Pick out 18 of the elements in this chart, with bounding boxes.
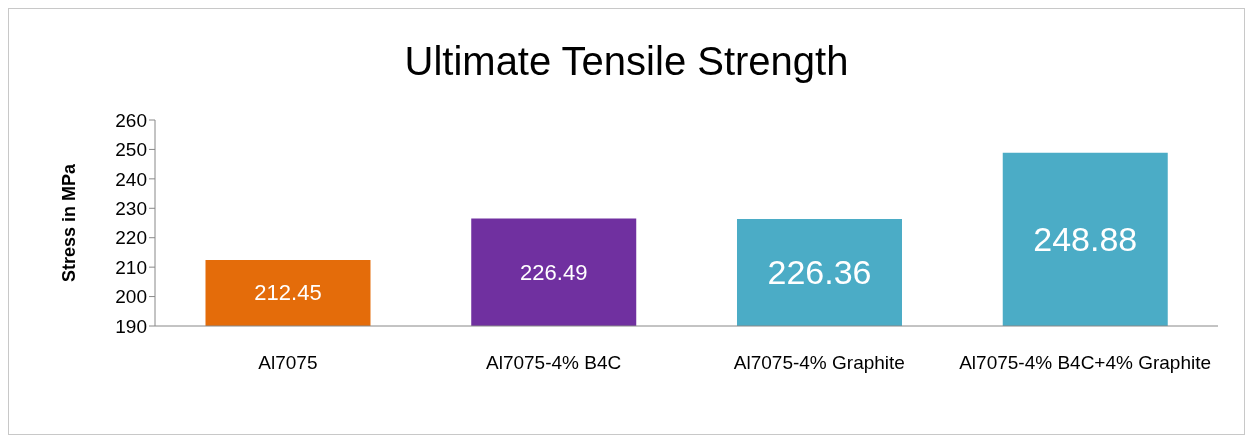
y-tick-label: 210 xyxy=(115,256,147,278)
x-tick-label: Al7075-4% Graphite xyxy=(733,352,905,374)
y-tick-label: 230 xyxy=(115,198,147,220)
y-tick-label: 240 xyxy=(115,168,147,190)
data-label: 212.45 xyxy=(254,280,322,306)
data-label: 226.36 xyxy=(767,253,872,292)
chart-title: Ultimate Tensile Strength xyxy=(403,39,850,84)
y-tick-label: 200 xyxy=(115,286,147,308)
y-tick-label: 220 xyxy=(115,227,147,249)
x-tick-label: Al7075-4% B4C xyxy=(486,352,622,374)
y-axis-title: Stress in MPa xyxy=(59,162,80,283)
y-tick-label: 190 xyxy=(115,315,147,337)
y-tick-label: 260 xyxy=(115,109,147,131)
x-tick-label: Al7075 xyxy=(258,352,318,374)
data-label: 226.49 xyxy=(520,259,588,285)
y-tick-label: 250 xyxy=(115,139,147,161)
x-tick-label: Al7075-4% B4C+4% Graphite xyxy=(959,352,1212,374)
data-label: 248.88 xyxy=(1033,220,1138,259)
